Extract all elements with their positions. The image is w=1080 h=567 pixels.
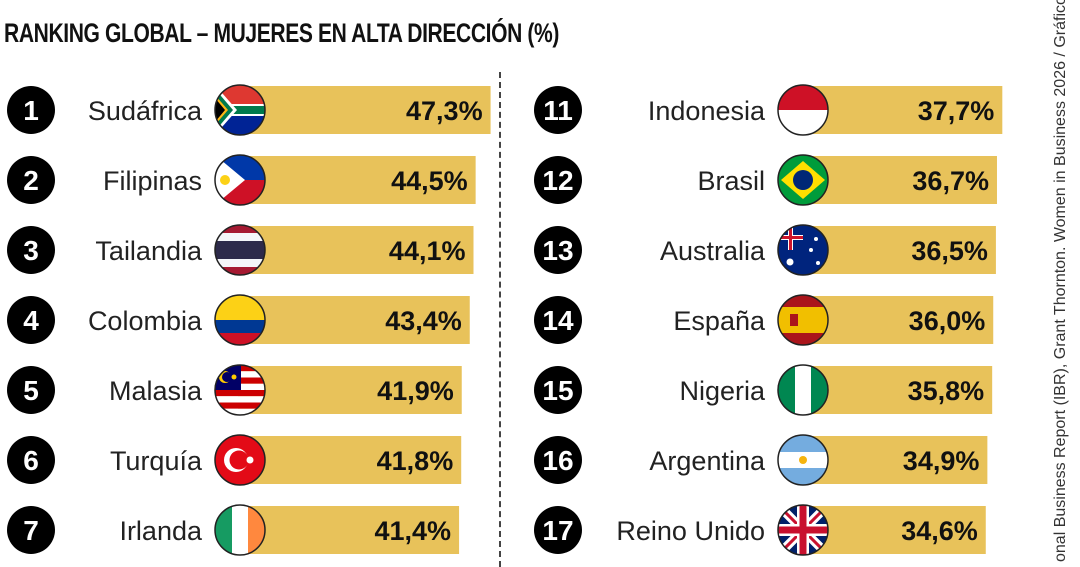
bar [801,436,988,484]
value-label: 47,3% [406,96,483,126]
rank-number: 12 [542,165,573,196]
bar [238,86,491,134]
bar [801,86,1003,134]
category-label: España [673,306,766,336]
category-label: Colombia [88,306,203,336]
rank-number: 15 [542,375,573,406]
value-label: 41,4% [375,516,452,546]
rank-number: 4 [23,305,39,336]
category-label: Nigeria [679,376,766,406]
rank-badge [534,436,582,484]
rank-number: 5 [23,375,39,406]
rank-number: 13 [542,235,573,266]
flag-ireland-icon [214,504,266,556]
value-label: 44,1% [389,236,466,266]
flag-indonesia-icon [777,84,829,136]
column-divider [499,72,501,567]
chart-title: RANKING GLOBAL – MUJERES EN ALTA DIRECCI… [4,18,559,48]
category-label: Turquía [110,446,203,476]
category-label: Malasia [109,376,203,406]
rank-badge [534,86,582,134]
bar [238,296,470,344]
flag-brazil-icon [777,154,829,206]
bar [801,156,997,204]
flag-south-africa-icon [214,84,266,136]
value-label: 36,7% [912,166,989,196]
value-label: 36,5% [911,236,988,266]
flag-colombia-icon [214,294,266,346]
category-label: Australia [660,236,766,266]
category-label: Argentina [649,446,766,476]
rank-badge [534,226,582,274]
bar [238,156,476,204]
value-label: 43,4% [385,306,462,336]
rank-number: 3 [23,235,39,266]
bar [238,506,460,554]
rank-badge [534,296,582,344]
rank-badge [7,436,55,484]
flag-philippines-icon [214,154,266,206]
value-label: 44,5% [391,166,468,196]
bar [238,226,474,274]
rank-number: 17 [542,515,573,546]
category-label: Filipinas [103,166,202,196]
rank-badge [534,156,582,204]
value-label: 35,8% [908,376,985,406]
rank-badge [7,156,55,204]
value-label: 37,7% [918,96,995,126]
category-label: Tailandia [95,236,203,266]
value-label: 41,8% [377,446,454,476]
rank-badge [534,366,582,414]
value-label: 41,9% [377,376,454,406]
flag-spain-icon [777,294,829,346]
bar [801,506,986,554]
bar [801,296,994,344]
flag-nigeria-icon [777,364,829,416]
rank-number: 2 [23,165,39,196]
rank-badge [7,296,55,344]
category-label: Brasil [697,166,765,196]
rank-badge [534,506,582,554]
category-label: Indonesia [648,96,766,126]
rank-badge [7,366,55,414]
flag-united-kingdom-icon [777,504,829,556]
rank-number: 1 [23,95,39,126]
rank-number: 7 [23,515,39,546]
value-label: 34,6% [901,516,978,546]
bar [238,366,462,414]
rank-number: 16 [542,445,573,476]
category-label: Irlanda [119,516,203,546]
flag-argentina-icon [777,434,829,486]
rank-badge [7,226,55,274]
rank-number: 14 [542,305,574,336]
flag-turkey-icon [214,434,266,486]
flag-thailand-icon [214,224,266,276]
flag-australia-icon [777,224,829,276]
category-label: Sudáfrica [88,96,203,126]
rank-number: 6 [23,445,39,476]
rank-number: 11 [543,95,573,126]
category-label: Reino Unido [616,516,765,546]
value-label: 34,9% [903,446,980,476]
bar [238,436,462,484]
rank-badge [7,506,55,554]
bar [801,226,996,274]
rank-badge [7,86,55,134]
value-label: 36,0% [909,306,986,336]
bar [801,366,993,414]
flag-malaysia-icon [214,364,266,416]
